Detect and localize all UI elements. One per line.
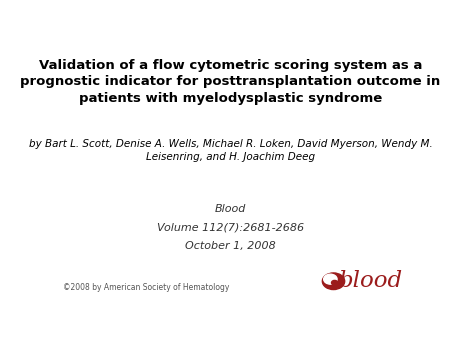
Text: Validation of a flow cytometric scoring system as a
prognostic indicator for pos: Validation of a flow cytometric scoring … [21,59,441,104]
Circle shape [324,274,337,284]
Text: October 1, 2008: October 1, 2008 [185,241,276,251]
Circle shape [322,273,345,289]
Circle shape [332,280,338,285]
Text: ©2008 by American Society of Hematology: ©2008 by American Society of Hematology [63,283,230,292]
Text: Blood: Blood [215,204,246,214]
Text: Volume 112(7):2681-2686: Volume 112(7):2681-2686 [157,223,304,233]
Text: by Bart L. Scott, Denise A. Wells, Michael R. Loken, David Myerson, Wendy M.
Lei: by Bart L. Scott, Denise A. Wells, Micha… [29,139,432,162]
Text: blood: blood [338,270,402,292]
